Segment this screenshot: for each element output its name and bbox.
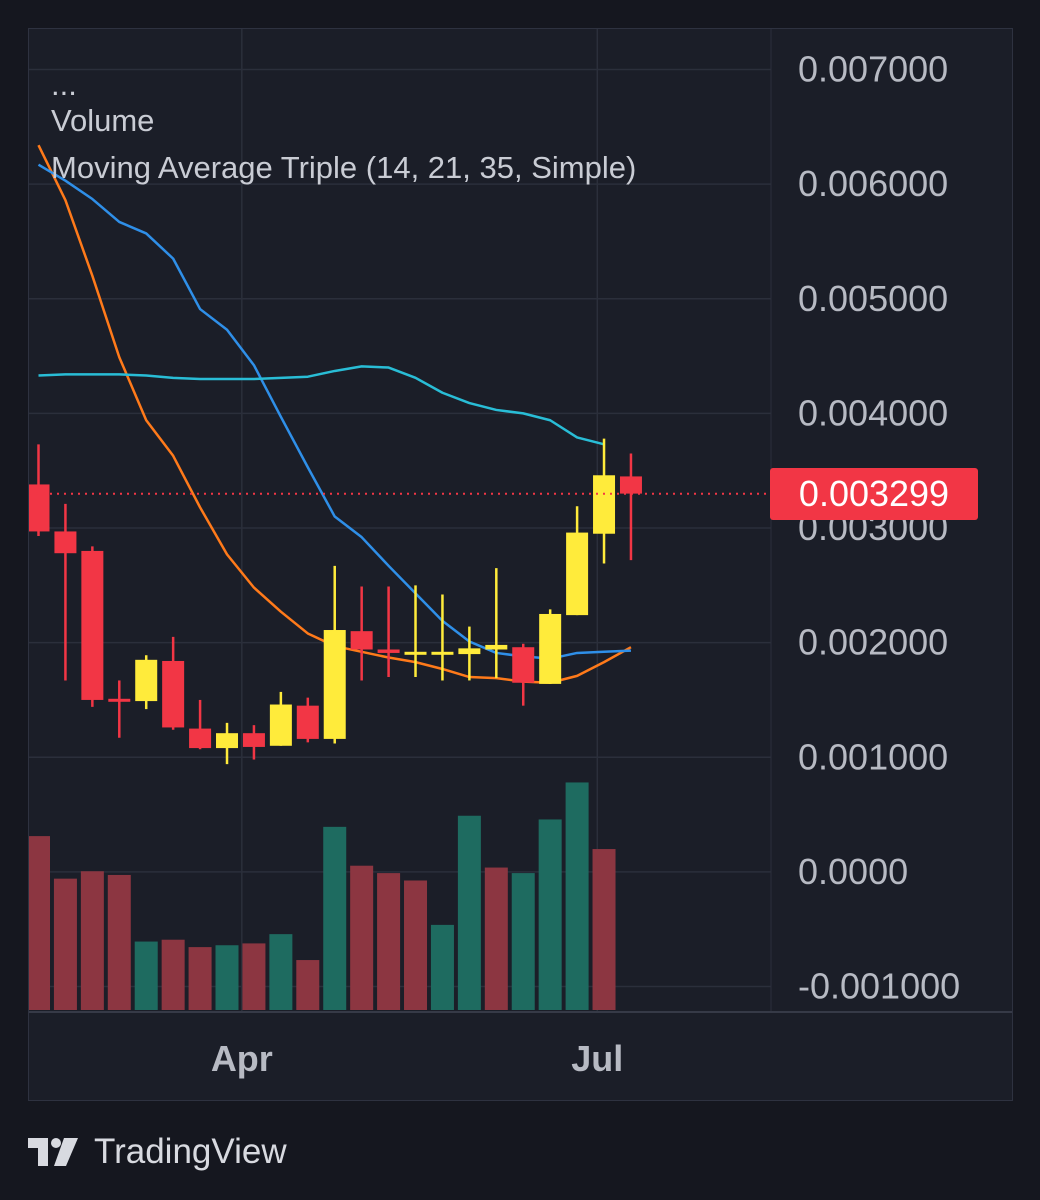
volume-bar [565, 782, 589, 1010]
candle-body [539, 613, 562, 684]
y-tick-label: 0.002000 [798, 622, 948, 663]
x-tick-label: Apr [211, 1038, 273, 1079]
candle-body [81, 550, 104, 700]
candle-body [404, 651, 427, 655]
candle-body [216, 733, 239, 749]
y-tick-label: 0.004000 [798, 392, 948, 433]
volume-bar [484, 867, 508, 1010]
volume-bar [323, 826, 347, 1010]
last-price-label: 0.003299 [770, 467, 978, 520]
volume-bar [161, 939, 185, 1010]
candle-body [54, 531, 77, 554]
candle-body [29, 484, 50, 532]
y-tick-label: 0.0000 [798, 851, 908, 892]
volume-bar [538, 819, 562, 1010]
candle-body [135, 659, 158, 702]
volume-bar [107, 874, 131, 1010]
tradingview-logo-icon [28, 1138, 78, 1166]
candle-body [593, 475, 616, 534]
y-tick-label: 0.005000 [798, 278, 948, 319]
y-tick-label: 0.007000 [798, 49, 948, 90]
y-tick-label: 0.006000 [798, 163, 948, 204]
volume-bar [53, 878, 77, 1010]
candle-body [485, 644, 508, 650]
legend-volume[interactable]: Volume [51, 103, 155, 138]
volume-bar [404, 880, 428, 1010]
volume-bar [134, 941, 158, 1010]
volume-bar [296, 960, 320, 1010]
x-tick-label: Jul [571, 1038, 623, 1079]
volume-bar [511, 873, 535, 1010]
volume-bar [350, 865, 374, 1010]
brand-name: TradingView [94, 1132, 287, 1171]
tradingview-branding[interactable]: TradingView [28, 1132, 287, 1172]
candle-body [269, 704, 292, 746]
candle-body [512, 647, 535, 683]
volume-bar [188, 947, 212, 1010]
candle-body [350, 631, 373, 650]
legend-moving-average-triple[interactable]: Moving Average Triple (14, 21, 35, Simpl… [51, 150, 637, 185]
y-tick-label: 0.001000 [798, 736, 948, 777]
candle-body [566, 532, 589, 616]
chart-panel[interactable]: 0.007000 0.006000 0.005000 0.004000 0.003000… [28, 28, 1013, 1101]
chart-canvas[interactable]: 0.0070000.0060000.0050000.0040000.003000… [29, 29, 1013, 1101]
volume-bar [592, 849, 616, 1010]
volume-bar [242, 943, 266, 1010]
volume-bar [29, 836, 50, 1010]
volume-bar [430, 924, 454, 1010]
candle-body [323, 630, 346, 739]
candle-body [189, 728, 212, 749]
volume-bar [377, 873, 401, 1010]
candle-body [242, 733, 265, 747]
volume-bar [80, 871, 104, 1010]
candle-body [377, 649, 400, 653]
volume-bar [215, 945, 239, 1010]
candle-body [431, 651, 454, 655]
y-tick-label: -0.001000 [798, 966, 960, 1007]
candle-body [458, 648, 481, 655]
candle-body [108, 698, 131, 702]
candle-body [619, 476, 642, 494]
candle-body [296, 705, 319, 739]
moving-average-line [38, 365, 605, 446]
candle-body [162, 660, 185, 728]
volume-bar [269, 934, 293, 1010]
volume-bar [457, 815, 481, 1010]
legend-collapse-toggle[interactable]: ... [51, 67, 77, 102]
